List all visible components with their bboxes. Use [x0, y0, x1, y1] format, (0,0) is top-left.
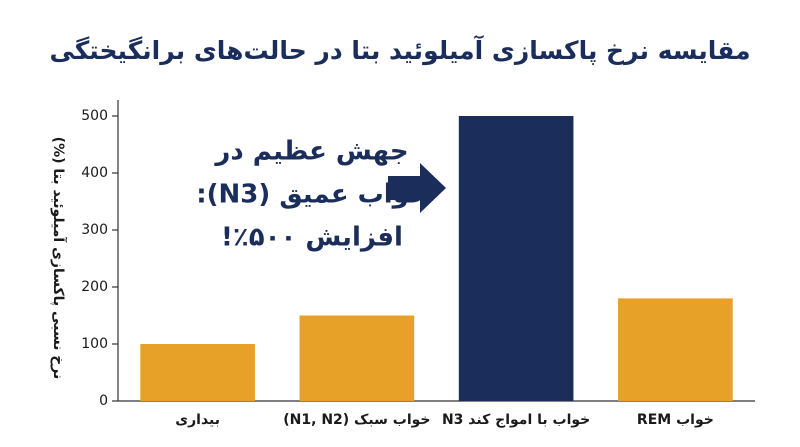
x-tick-label: خواب REM	[637, 412, 714, 428]
y-tick-label: 400	[81, 165, 108, 181]
annotation-text: خواب عمیق (N3):	[196, 180, 427, 210]
annotation-text: جهش عظیم در	[213, 137, 408, 167]
bar	[618, 298, 733, 401]
annotation-text: افزایش ۵۰۰٪!	[221, 223, 403, 253]
y-tick-label: 200	[81, 279, 108, 295]
y-tick-label: 300	[81, 222, 108, 238]
x-tick-label: خواب با امواج کند N3	[442, 412, 590, 428]
y-axis-label: نرخ نسبی پاکسازی آمیلوئید بتا (%)	[50, 137, 68, 380]
bar	[140, 344, 255, 401]
chart-title: مقایسه نرخ پاکسازی آمیلوئید بتا در حالت‌…	[49, 35, 750, 66]
x-tick-label: خواب سبک (N1, N2)	[283, 412, 430, 428]
bar	[299, 315, 415, 401]
annotation-arrow	[388, 163, 446, 213]
y-tick-label: 500	[81, 108, 108, 124]
y-tick-label: 0	[99, 393, 108, 409]
x-tick-label: بیداری	[175, 412, 220, 428]
y-tick-label: 100	[81, 336, 108, 352]
bar	[458, 116, 574, 401]
